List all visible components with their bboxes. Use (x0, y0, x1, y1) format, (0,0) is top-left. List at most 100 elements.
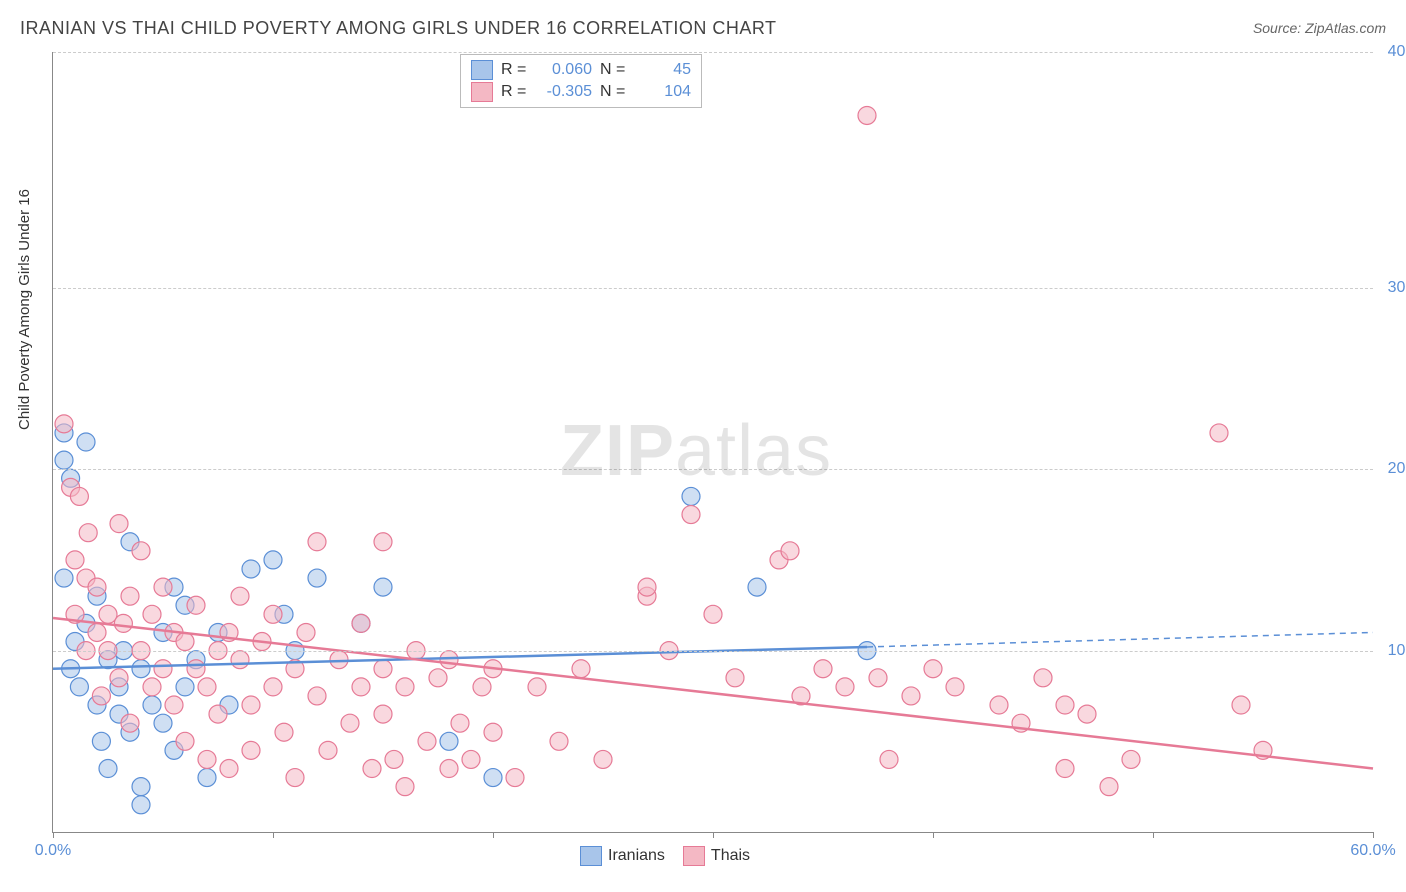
scatter-point (869, 669, 887, 687)
legend-r-label: R = (501, 61, 529, 79)
scatter-point (275, 723, 293, 741)
scatter-point (308, 533, 326, 551)
scatter-point (264, 605, 282, 623)
x-tick (1373, 832, 1374, 838)
scatter-point (176, 732, 194, 750)
scatter-point (176, 633, 194, 651)
x-tick-label: 60.0% (1350, 842, 1395, 860)
scatter-point (143, 678, 161, 696)
y-tick-label: 10.0% (1378, 642, 1406, 660)
scatter-point (550, 732, 568, 750)
gridline (53, 469, 1373, 470)
scatter-point (1100, 778, 1118, 796)
scatter-point (198, 678, 216, 696)
legend-item: Iranians (580, 846, 665, 866)
scatter-point (1210, 424, 1228, 442)
legend-row: R = 0.060 N = 45 (471, 59, 691, 81)
scatter-point (121, 587, 139, 605)
scatter-point (484, 723, 502, 741)
scatter-point (528, 678, 546, 696)
scatter-point (88, 578, 106, 596)
x-tick (493, 832, 494, 838)
scatter-point (242, 696, 260, 714)
scatter-point (385, 750, 403, 768)
legend-swatch (471, 60, 493, 80)
x-tick-label: 0.0% (35, 842, 71, 860)
scatter-point (55, 451, 73, 469)
scatter-point (704, 605, 722, 623)
legend-swatch (683, 846, 705, 866)
scatter-point (814, 660, 832, 678)
scatter-point (110, 669, 128, 687)
x-tick (713, 832, 714, 838)
scatter-point (1056, 696, 1074, 714)
scatter-point (121, 714, 139, 732)
scatter-point (418, 732, 436, 750)
scatter-point (220, 760, 238, 778)
regression-line-extrapolated (867, 632, 1373, 647)
scatter-point (79, 524, 97, 542)
scatter-point (154, 660, 172, 678)
scatter-point (99, 760, 117, 778)
gridline (53, 651, 1373, 652)
legend-correlation: R = 0.060 N = 45 R =-0.305N =104 (460, 54, 702, 108)
scatter-point (231, 651, 249, 669)
x-tick (933, 832, 934, 838)
scatter-point (132, 796, 150, 814)
scatter-point (264, 678, 282, 696)
scatter-point (781, 542, 799, 560)
legend-n-value: 45 (636, 61, 691, 79)
y-tick-label: 40.0% (1378, 43, 1406, 61)
legend-label: Iranians (608, 847, 665, 865)
y-tick-label: 20.0% (1378, 460, 1406, 478)
scatter-point (297, 623, 315, 641)
scatter-point (198, 769, 216, 787)
legend-row: R =-0.305N =104 (471, 81, 691, 103)
scatter-point (92, 687, 110, 705)
scatter-point (440, 760, 458, 778)
scatter-point (242, 560, 260, 578)
scatter-point (990, 696, 1008, 714)
scatter-point (1056, 760, 1074, 778)
scatter-point (286, 769, 304, 787)
legend-n-label: N = (600, 61, 628, 79)
chart-title: IRANIAN VS THAI CHILD POVERTY AMONG GIRL… (20, 18, 777, 39)
scatter-point (114, 614, 132, 632)
scatter-point (374, 533, 392, 551)
scatter-point (451, 714, 469, 732)
scatter-point (836, 678, 854, 696)
scatter-point (682, 487, 700, 505)
scatter-point (187, 660, 205, 678)
scatter-point (363, 760, 381, 778)
scatter-point (176, 678, 194, 696)
source-label: Source: ZipAtlas.com (1253, 20, 1386, 36)
scatter-point (319, 741, 337, 759)
legend-r-value: 0.060 (537, 61, 592, 79)
scatter-point (880, 750, 898, 768)
scatter-point (924, 660, 942, 678)
legend-item: Thais (683, 846, 750, 866)
scatter-point (132, 542, 150, 560)
legend-n-label: N = (600, 83, 628, 101)
scatter-point (231, 587, 249, 605)
scatter-point (902, 687, 920, 705)
scatter-point (330, 651, 348, 669)
scatter-point (165, 696, 183, 714)
scatter-point (242, 741, 260, 759)
scatter-point (429, 669, 447, 687)
scatter-point (473, 678, 491, 696)
scatter-point (946, 678, 964, 696)
x-tick (53, 832, 54, 838)
scatter-point (594, 750, 612, 768)
scatter-point (341, 714, 359, 732)
scatter-point (374, 660, 392, 678)
scatter-point (143, 605, 161, 623)
scatter-point (70, 487, 88, 505)
scatter-point (1034, 669, 1052, 687)
scatter-point (92, 732, 110, 750)
chart-svg (53, 52, 1373, 832)
gridline (53, 52, 1373, 53)
legend-series: Iranians Thais (580, 846, 750, 866)
scatter-point (462, 750, 480, 768)
scatter-point (748, 578, 766, 596)
